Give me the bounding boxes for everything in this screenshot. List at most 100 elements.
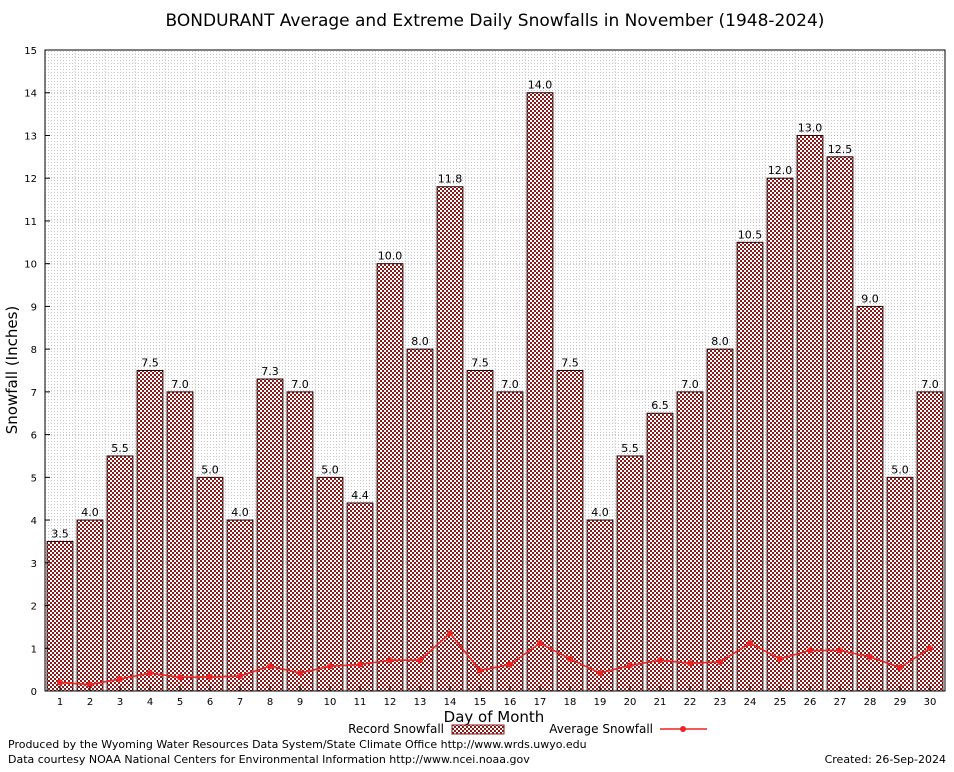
legend-record-swatch (451, 724, 505, 735)
record-bar (316, 476, 344, 692)
footer-producer: Produced by the Wyoming Water Resources … (8, 738, 587, 751)
bar-value-label: 4.0 (231, 506, 249, 519)
bar-value-label: 12.5 (828, 143, 853, 156)
x-tick-label: 28 (864, 697, 877, 708)
x-tick-label: 30 (924, 697, 937, 708)
x-tick-label: 15 (474, 697, 487, 708)
bar-value-label: 11.8 (438, 173, 463, 186)
y-tick-label: 1 (31, 644, 37, 655)
average-point (537, 640, 543, 647)
x-tick-label: 13 (414, 697, 427, 708)
average-point (207, 673, 213, 680)
bar-value-label: 7.5 (471, 357, 489, 370)
bar-value-label: 7.0 (501, 378, 519, 391)
legend-average-label: Average Snowfall (549, 722, 653, 736)
bar-value-label: 5.5 (111, 442, 129, 455)
record-bar (286, 391, 314, 692)
average-point (237, 673, 243, 680)
plot-frame (44, 49, 946, 692)
y-tick-label: 13 (24, 131, 37, 142)
x-tick-label: 12 (384, 697, 397, 708)
bar-value-label: 4.0 (81, 506, 99, 519)
bar-value-label: 3.5 (51, 527, 69, 540)
average-point (447, 630, 453, 637)
bar-value-label: 10.5 (738, 228, 763, 241)
average-point (87, 681, 93, 688)
x-tick-label: 8 (267, 697, 273, 708)
bar-value-label: 7.0 (681, 378, 699, 391)
average-point (897, 664, 903, 671)
x-tick-label: 11 (354, 697, 367, 708)
average-point (417, 657, 423, 664)
record-bar (226, 519, 254, 692)
x-tick-label: 17 (534, 697, 547, 708)
average-point (777, 655, 783, 662)
average-line-series (57, 630, 933, 688)
record-bar (586, 519, 614, 692)
average-point (747, 640, 753, 647)
record-bar (706, 348, 734, 692)
y-tick-label: 14 (24, 89, 37, 100)
bar-value-label: 5.5 (621, 442, 639, 455)
record-bar (736, 241, 764, 692)
y-tick-label: 0 (31, 687, 37, 698)
bar-value-label: 6.5 (651, 399, 669, 412)
footer-created: Created: 26-Sep-2024 (824, 753, 946, 766)
y-tick-label: 11 (24, 217, 37, 228)
legend-record-label: Record Snowfall (348, 722, 444, 736)
x-axis-ticks: 1 2 3 4 5 6 7 8 9 10 11 12 13 14 15 16 17 18 19 20 21 22 23 24 2… (57, 686, 937, 708)
y-tick-label: 6 (31, 431, 37, 442)
record-bar (376, 263, 404, 692)
x-tick-label: 9 (297, 697, 303, 708)
average-point (117, 676, 123, 683)
legend: Record Snowfall Average Snowfall (348, 722, 707, 736)
y-tick-label: 9 (31, 302, 37, 313)
y-tick-label: 8 (31, 345, 37, 356)
x-axis-label: Day of Month (444, 708, 545, 726)
average-point (57, 679, 63, 686)
average-point (597, 670, 603, 677)
bar-value-label: 10.0 (378, 250, 403, 263)
x-tick-label: 5 (177, 697, 183, 708)
average-point (807, 647, 813, 654)
y-tick-label: 3 (31, 559, 37, 570)
record-bar (826, 156, 854, 692)
x-tick-label: 18 (564, 697, 577, 708)
legend-average-swatch-marker (680, 726, 686, 732)
bar-value-labels: 3.5 4.0 5.5 7.5 7.0 5.0 4.0 7.3 7.0 5.0 4.4 10.0 8.0… (51, 79, 939, 541)
average-point (357, 661, 363, 668)
x-tick-label: 3 (117, 697, 123, 708)
record-bar (46, 540, 74, 692)
record-bars (46, 92, 944, 692)
y-tick-label: 4 (31, 516, 37, 527)
y-tick-label: 12 (24, 174, 37, 185)
average-point (267, 663, 273, 670)
x-tick-label: 24 (744, 697, 757, 708)
bar-value-label: 13.0 (798, 121, 823, 134)
average-point (477, 667, 483, 674)
x-tick-label: 29 (894, 697, 907, 708)
bar-value-label: 7.5 (141, 357, 159, 370)
x-tick-label: 21 (654, 697, 667, 708)
average-point (177, 674, 183, 681)
x-tick-label: 6 (207, 697, 213, 708)
x-tick-label: 27 (834, 697, 847, 708)
record-bar (556, 370, 584, 692)
record-bar (646, 412, 674, 692)
x-tick-label: 19 (594, 697, 607, 708)
record-bar (796, 134, 824, 692)
record-bar (886, 476, 914, 692)
bar-value-label: 7.3 (261, 365, 279, 378)
bar-value-label: 4.4 (351, 489, 369, 502)
average-point (147, 670, 153, 677)
record-bar (196, 476, 224, 692)
record-bar (436, 186, 464, 692)
x-tick-label: 22 (684, 697, 697, 708)
record-bar (406, 348, 434, 692)
bar-value-label: 7.0 (171, 378, 189, 391)
record-bar (526, 92, 554, 692)
bar-value-label: 5.0 (201, 463, 219, 476)
x-tick-label: 4 (147, 697, 153, 708)
x-tick-label: 16 (504, 697, 517, 708)
x-tick-label: 7 (237, 697, 243, 708)
